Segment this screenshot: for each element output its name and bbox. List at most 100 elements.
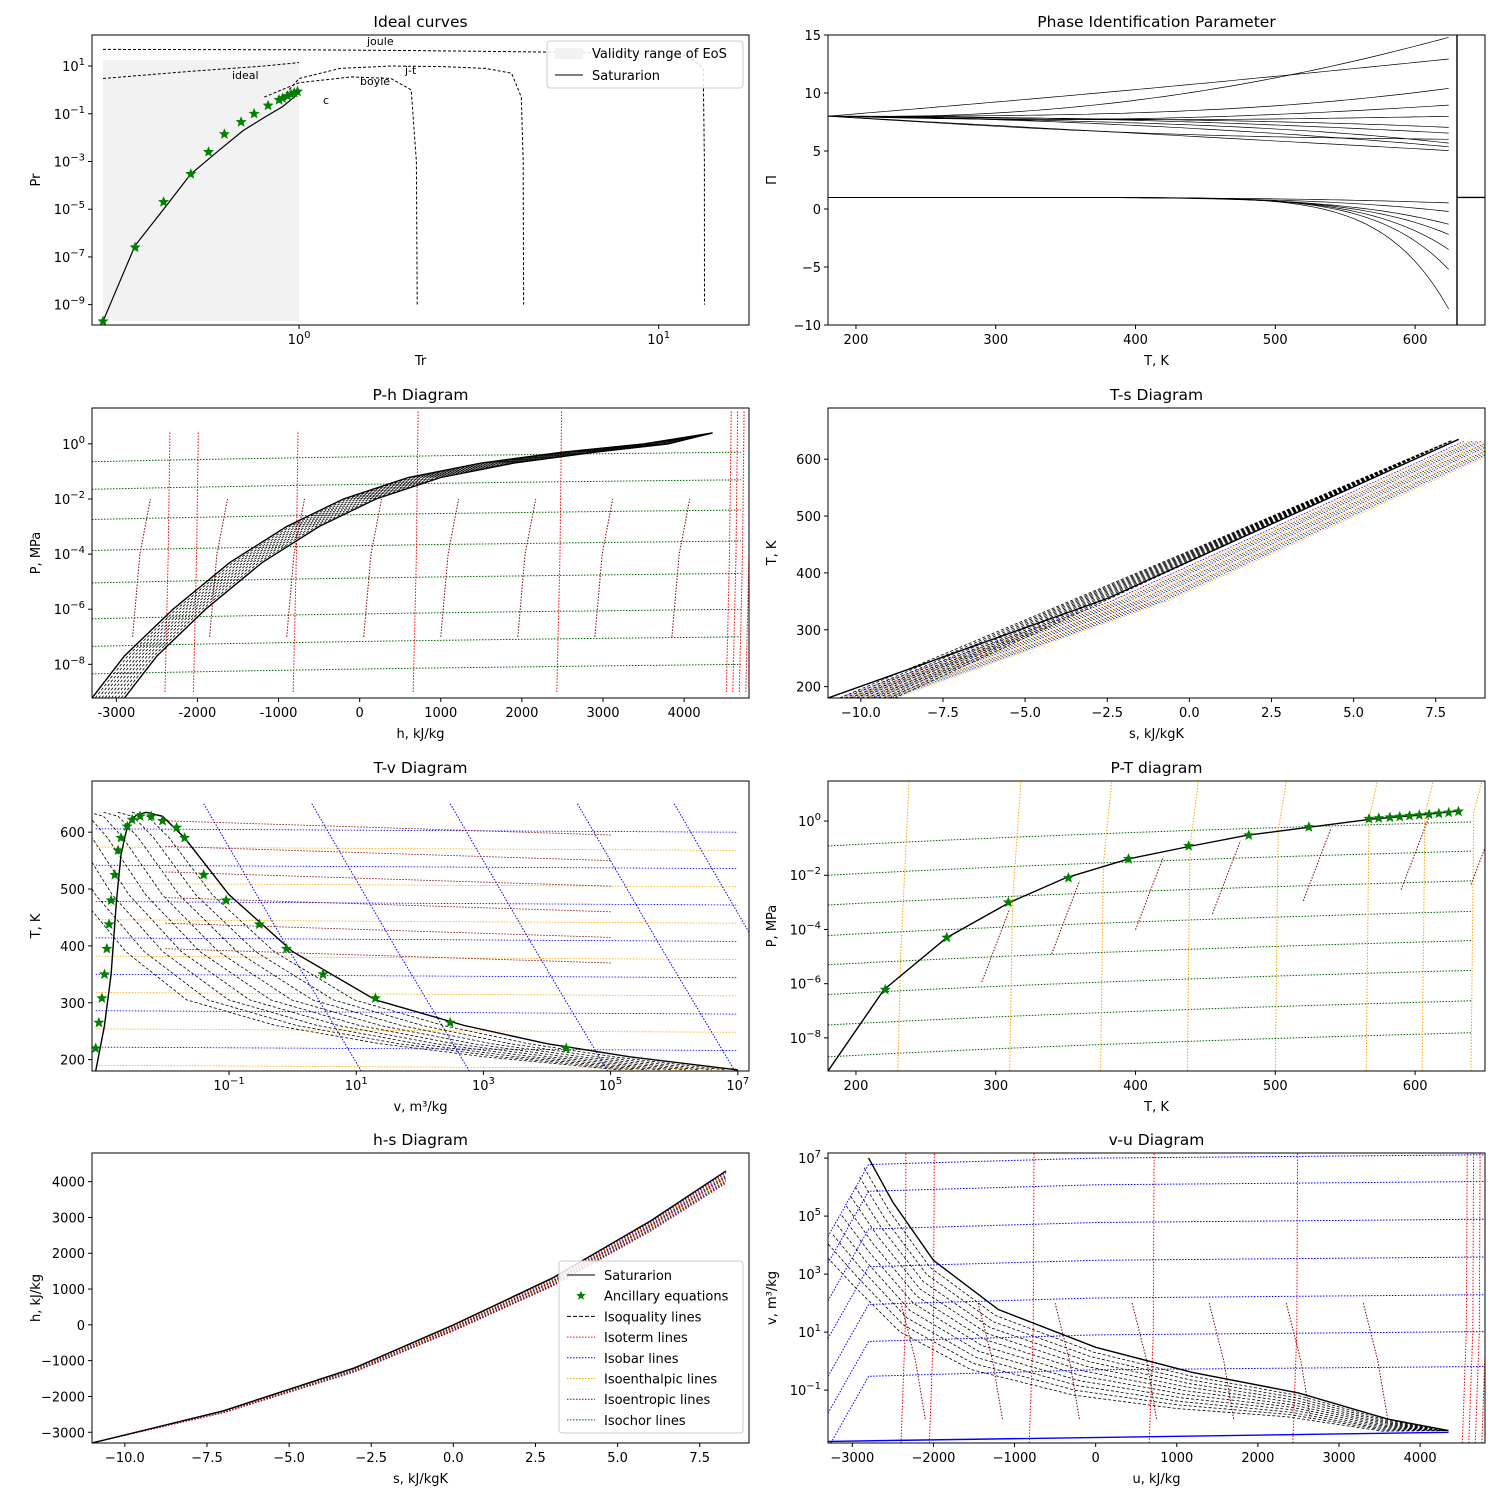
axes-pt: P-T diagram T, K P, MPa 200 300 400 500 600 10−8… <box>765 759 1486 1115</box>
isochor-line <box>828 850 1472 876</box>
saturation-line <box>92 1170 727 1443</box>
y-tick-label: 10−3 <box>54 152 85 170</box>
isoquality-line <box>120 432 713 698</box>
isoquality-line <box>832 1234 1449 1431</box>
plot-area-ph <box>92 411 749 698</box>
plot-area-ideal <box>97 48 705 325</box>
panel-pip <box>828 35 1485 325</box>
isoquality-line <box>854 1186 1449 1431</box>
ancillary-marker <box>317 968 329 980</box>
ancillary-marker <box>185 168 197 179</box>
isochor-line <box>828 821 1472 847</box>
axes-frame <box>91 34 750 326</box>
pip-liquid-branch <box>828 115 1449 148</box>
chart-title: Ideal curves <box>373 13 467 31</box>
isoline <box>95 864 738 869</box>
isotherm-line <box>1474 1153 1481 1443</box>
ancillary-marker <box>1183 840 1195 851</box>
ideal-curve-boyle <box>264 76 418 305</box>
y-tick-label: 10−2 <box>790 866 821 884</box>
isoquality-line <box>850 1196 1449 1431</box>
saturation-liquid-line <box>92 432 713 698</box>
chart-title: Phase Identification Parameter <box>1037 13 1276 31</box>
panel-pt <box>828 781 1485 1071</box>
isoentropic-line <box>1470 846 1485 885</box>
pip-liquid-branch <box>828 115 1449 151</box>
isoentropic-line <box>1208 1302 1235 1420</box>
curve-annotation: boyle <box>360 75 390 88</box>
legend-box <box>546 40 744 89</box>
isotherm-line <box>292 430 299 692</box>
y-tick-label: 10−5 <box>54 200 85 218</box>
isoentropic-line <box>977 1302 1003 1420</box>
isoenthalpic-line <box>1100 781 1113 1071</box>
isoentropic-line <box>286 498 305 637</box>
ancillary-marker <box>96 992 108 1003</box>
ancillary-marker <box>253 918 265 929</box>
saturation-liquid-line <box>828 1431 1449 1443</box>
x-tick-label: 200 <box>844 333 869 348</box>
isobar-line <box>449 803 609 1071</box>
x-tick-label: −2000 <box>911 1451 955 1466</box>
isoentropic-line <box>1302 827 1332 902</box>
isoline <box>95 828 738 833</box>
y-tick-label: 10 <box>804 87 821 102</box>
chart-title: P-h Diagram <box>373 386 469 404</box>
ancillary-marker <box>369 992 381 1003</box>
y-tick-label: 100 <box>62 435 85 453</box>
ancillary-marker <box>129 241 141 253</box>
isobar-line <box>311 803 470 1071</box>
ancillary-marker <box>126 813 138 825</box>
ancillary-marker <box>291 85 303 97</box>
x-tick-label: 600 <box>1403 1079 1428 1094</box>
axes-frame <box>827 407 1486 699</box>
ancillary-marker <box>1123 853 1135 864</box>
isotherm-line <box>732 411 739 692</box>
axes-frame <box>827 780 1486 1072</box>
isoentropic-line <box>132 498 151 637</box>
isoquality-line <box>841 1215 1449 1431</box>
isoentropic-line <box>165 948 611 964</box>
legend-isochor-label: Isochor lines <box>604 1414 686 1429</box>
x-tick-label: 2000 <box>1241 1451 1274 1466</box>
isochor-line <box>92 663 741 675</box>
axes-frame <box>827 1152 1486 1444</box>
ancillary-marker <box>179 832 191 843</box>
isochor-line <box>828 940 1472 966</box>
isoenthalpic-line <box>1470 781 1483 1071</box>
isoentropic-line <box>165 846 611 861</box>
isoentropic-line <box>209 498 228 637</box>
x-axis-label: u, kJ/kg <box>1132 1472 1180 1487</box>
isotherm-line <box>412 411 419 692</box>
x-tick-label: 0 <box>356 706 364 721</box>
isoenthalpic-line <box>1421 781 1434 1071</box>
y-tick-label: 10−1 <box>790 1381 821 1399</box>
chart-title: T-v Diagram <box>373 759 468 777</box>
y-tick-label: 400 <box>796 567 821 582</box>
ancillary-marker <box>1433 807 1445 819</box>
isoentropic-line <box>165 871 611 887</box>
ancillary-marker <box>1384 811 1396 823</box>
isoentropic-line <box>1362 1302 1389 1420</box>
y-tick-label: 1000 <box>52 1283 85 1298</box>
ancillary-marker <box>112 844 124 856</box>
curve-annotation: c <box>323 94 329 107</box>
ancillary-marker <box>121 820 133 832</box>
isoline <box>846 441 1473 698</box>
ancillary-marker <box>1363 813 1375 824</box>
y-tick-label: 10−4 <box>790 920 821 938</box>
isotherm-line <box>1028 1153 1035 1443</box>
y-axis-label: Pr <box>29 173 44 187</box>
x-tick-label: −7.5 <box>927 706 959 721</box>
ancillary-marker <box>101 942 113 954</box>
ancillary-marker <box>1373 812 1385 823</box>
panel-hs <box>92 1170 727 1443</box>
y-tick-label: 600 <box>796 453 821 468</box>
x-tick-label: 7.5 <box>1425 706 1446 721</box>
pip-liquid-branch <box>828 115 1449 134</box>
ancillary-marker <box>218 128 230 139</box>
isotherm-line <box>164 430 171 692</box>
y-tick-label: 300 <box>60 997 85 1012</box>
y-tick-label: 10−2 <box>54 490 85 508</box>
ancillary-marker <box>98 968 110 980</box>
